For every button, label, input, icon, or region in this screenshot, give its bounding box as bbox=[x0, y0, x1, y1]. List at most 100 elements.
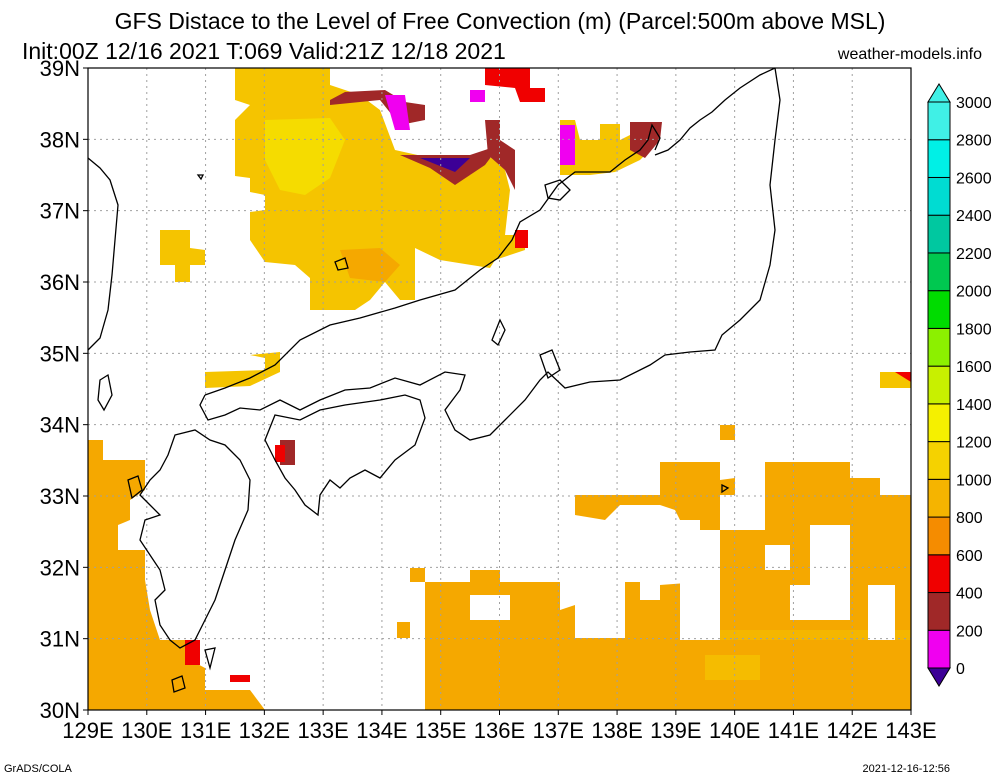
colorbar-label: 0 bbox=[956, 661, 965, 678]
colorbar-swatch bbox=[927, 214, 951, 254]
field-patch bbox=[895, 372, 911, 382]
coastline-small-isl bbox=[196, 174, 205, 181]
colorbar-swatch bbox=[927, 252, 951, 292]
coastline-izu-isl bbox=[721, 483, 730, 494]
colorbar-bottom-arrow bbox=[927, 667, 951, 687]
field-patch bbox=[185, 640, 200, 665]
field-patch bbox=[700, 630, 911, 640]
colorbar-swatch bbox=[927, 101, 951, 141]
colorbar-swatch bbox=[927, 139, 951, 178]
field-patch bbox=[485, 68, 545, 102]
coastline-honshu-inner bbox=[204, 123, 661, 396]
lon-axis-labels: 129E 130E 131E 132E 133E 134E 135E 136E 137E 138E… bbox=[62, 710, 937, 743]
field-patch bbox=[720, 425, 735, 440]
coastline-honshu bbox=[654, 67, 776, 156]
field-gap bbox=[575, 585, 620, 630]
lon-tick-label: 133E bbox=[297, 718, 348, 743]
lon-tick-label: 135E bbox=[415, 718, 466, 743]
lon-tick-label: 138E bbox=[591, 718, 642, 743]
lon-tick-label: 143E bbox=[885, 718, 936, 743]
field-patch bbox=[160, 230, 205, 282]
coastline-goto bbox=[127, 475, 143, 500]
lon-tick-label: 131E bbox=[180, 718, 231, 743]
field-patch bbox=[630, 122, 662, 158]
coastline-kyushu bbox=[139, 429, 251, 649]
colorbar-swatch bbox=[927, 516, 951, 556]
lat-tick-label: 31N bbox=[40, 627, 80, 652]
colorbar-swatch bbox=[927, 327, 951, 367]
field-patch bbox=[397, 622, 410, 638]
lon-tick-label: 130E bbox=[121, 718, 172, 743]
field-gap bbox=[720, 495, 765, 530]
lat-tick-label: 39N bbox=[40, 56, 80, 81]
colorbar-swatch bbox=[927, 365, 951, 405]
lon-tick-label: 139E bbox=[650, 718, 701, 743]
coastlines bbox=[87, 67, 781, 693]
colorbar-label: 2000 bbox=[956, 284, 992, 301]
colorbar-swatch bbox=[927, 290, 951, 329]
lat-tick-label: 33N bbox=[40, 484, 80, 509]
lon-tick-label: 142E bbox=[827, 718, 878, 743]
chart-title: GFS Distace to the Level of Free Convect… bbox=[114, 8, 886, 34]
colorbar-swatch bbox=[927, 629, 951, 669]
field-patch bbox=[340, 248, 400, 282]
colorbar-label: 1600 bbox=[956, 359, 992, 376]
field-patch bbox=[485, 120, 515, 190]
colorbar-label: 1000 bbox=[956, 472, 992, 489]
lat-tick-label: 36N bbox=[40, 270, 80, 295]
colorbar-swatch bbox=[927, 403, 951, 443]
colorbar-label: 800 bbox=[956, 510, 983, 527]
footer-timestamp: 2021-12-16-12:56 bbox=[862, 763, 950, 775]
lon-tick-label: 134E bbox=[356, 718, 407, 743]
colorbar-label: 2600 bbox=[956, 170, 992, 187]
field-gap bbox=[680, 530, 720, 640]
field-patch bbox=[385, 95, 410, 130]
lfc-field bbox=[88, 68, 911, 710]
colorbar-label: 400 bbox=[956, 586, 983, 603]
lat-tick-label: 35N bbox=[40, 341, 80, 366]
footer-credit: GrADS/COLA bbox=[4, 763, 72, 775]
field-gap bbox=[868, 585, 895, 640]
field-patch bbox=[470, 90, 485, 102]
coastline-oki bbox=[334, 257, 349, 271]
coastline-noto bbox=[491, 318, 506, 347]
lat-tick-label: 37N bbox=[40, 199, 80, 224]
lon-tick-label: 137E bbox=[533, 718, 584, 743]
colorbar-top-arrow bbox=[927, 83, 951, 103]
lat-tick-label: 32N bbox=[40, 555, 80, 580]
lon-tick-label: 132E bbox=[239, 718, 290, 743]
coastline-tanegashima bbox=[204, 647, 216, 671]
field-gap bbox=[470, 595, 510, 620]
field-patch bbox=[515, 230, 528, 248]
field-patch bbox=[205, 352, 280, 388]
lat-axis-labels: 30N 31N 32N 33N 34N 35N 36N 37N 38N 39N bbox=[40, 56, 88, 723]
lon-tick-label: 141E bbox=[768, 718, 819, 743]
field-patch bbox=[425, 462, 911, 710]
colorbar-label: 200 bbox=[956, 623, 983, 640]
colorbar-swatch bbox=[927, 176, 951, 216]
field-patch bbox=[705, 655, 760, 680]
field-patch bbox=[275, 445, 285, 462]
field-gap bbox=[765, 545, 790, 570]
colorbar-swatch bbox=[927, 592, 951, 631]
colorbar-label: 2800 bbox=[956, 133, 992, 150]
colorbar-swatch bbox=[927, 554, 951, 594]
field-patch bbox=[88, 440, 265, 710]
coastline-tohoku bbox=[199, 67, 781, 441]
field-patch bbox=[420, 158, 470, 172]
field-patch bbox=[560, 125, 575, 165]
chart-subtitle: Init:00Z 12/16 2021 T:069 Valid:21Z 12/1… bbox=[22, 38, 506, 64]
coastline-korea bbox=[87, 157, 119, 351]
coastline-shikoku bbox=[264, 394, 426, 517]
site-credit: weather-models.info bbox=[837, 46, 982, 63]
colorbar-label: 1200 bbox=[956, 435, 992, 452]
colorbar-label: 2200 bbox=[956, 246, 992, 263]
coastline-tsushima bbox=[97, 373, 113, 412]
lat-lon-grid bbox=[88, 68, 911, 710]
lon-tick-label: 129E bbox=[62, 718, 113, 743]
lon-tick-label: 140E bbox=[709, 718, 760, 743]
lat-tick-label: 30N bbox=[40, 698, 80, 723]
field-patch bbox=[230, 675, 250, 682]
lon-tick-label: 136E bbox=[474, 718, 525, 743]
